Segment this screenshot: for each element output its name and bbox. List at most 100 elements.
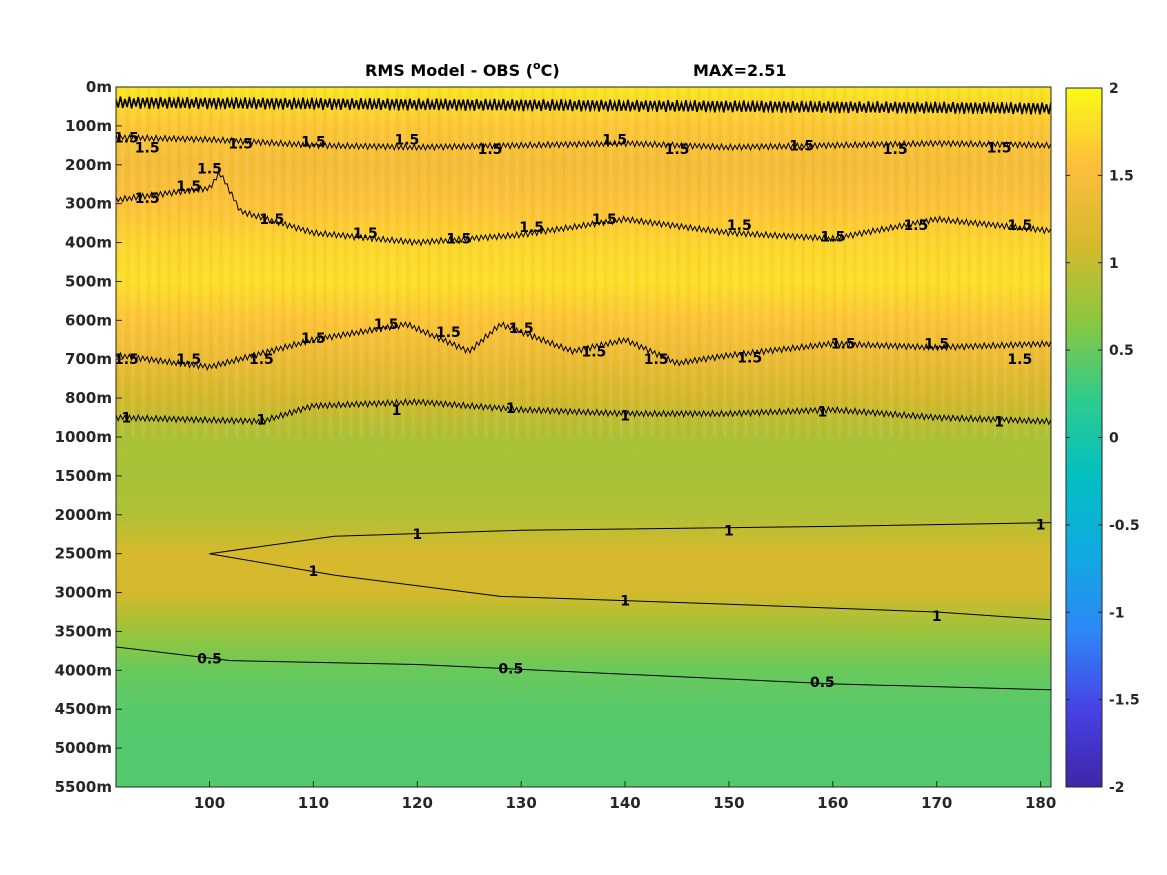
contour-label: 0.5 xyxy=(197,652,222,668)
texture-stripe xyxy=(162,87,166,437)
x-tick-label: 120 xyxy=(402,794,433,812)
texture-stripe xyxy=(635,87,638,437)
texture-stripe xyxy=(619,87,623,437)
texture-stripe xyxy=(708,87,711,437)
texture-stripe xyxy=(869,87,872,437)
texture-stripe xyxy=(718,87,722,437)
contour-label: 1 xyxy=(122,411,132,427)
texture-stripe xyxy=(375,87,379,437)
texture-stripe xyxy=(983,87,986,437)
texture-stripe xyxy=(251,87,254,437)
texture-stripe xyxy=(656,87,659,437)
texture-stripe xyxy=(219,87,223,437)
texture-stripe xyxy=(614,87,618,437)
texture-stripe xyxy=(552,87,555,437)
texture-stripe xyxy=(178,87,181,437)
y-tick-label: 300m xyxy=(65,195,112,213)
texture-stripe xyxy=(136,87,140,437)
texture-stripe xyxy=(230,87,233,437)
texture-stripe xyxy=(417,87,420,437)
contour-label: 1.5 xyxy=(1007,352,1032,368)
texture-stripe xyxy=(993,87,997,437)
texture-stripe xyxy=(469,87,472,437)
y-tick-label: 1500m xyxy=(55,467,112,485)
texture-stripe xyxy=(822,87,825,437)
contour-line xyxy=(116,397,1051,426)
contour-label: 1.5 xyxy=(592,212,617,228)
texture-stripe xyxy=(167,87,171,437)
texture-stripe xyxy=(240,87,244,437)
colorbar-ticks: 2 1.5 1 0.5 0 -0.5 -1 -1.5 -2 xyxy=(1066,81,1140,796)
contour-line xyxy=(209,553,1051,621)
texture-stripe xyxy=(479,87,483,437)
contour-label: 1 xyxy=(392,403,402,419)
texture-stripe xyxy=(386,87,389,437)
texture-stripe xyxy=(500,87,503,437)
texture-stripe xyxy=(131,87,135,437)
texture-stripe xyxy=(344,87,348,437)
texture-stripe xyxy=(947,87,950,437)
contour-label: 1.5 xyxy=(883,142,908,158)
contour-label: 1 xyxy=(1036,518,1046,534)
contour-label: 1.5 xyxy=(176,179,201,195)
texture-stripe xyxy=(396,87,399,437)
texture-stripe xyxy=(116,87,119,437)
texture-stripe xyxy=(199,87,202,437)
texture-stripe xyxy=(775,87,779,437)
contour-label: 1.5 xyxy=(135,191,160,207)
texture-stripe xyxy=(516,87,519,437)
texture-stripe xyxy=(744,87,747,437)
contour-label: 1.5 xyxy=(353,226,378,242)
texture-stripe xyxy=(391,87,394,437)
texture-stripe xyxy=(349,87,353,437)
contour-label: 1.5 xyxy=(1007,218,1032,234)
contour-label: 1.5 xyxy=(737,350,762,366)
texture-stripe xyxy=(567,87,571,437)
texture-stripe xyxy=(438,87,441,437)
contour-label: 1.5 xyxy=(135,140,160,156)
texture-stripe xyxy=(380,87,384,437)
texture-stripe xyxy=(858,87,862,437)
contour-line xyxy=(116,96,1051,115)
texture-stripe xyxy=(599,87,602,437)
texture-stripe xyxy=(671,87,675,437)
texture-stripe xyxy=(604,87,607,437)
chart-title: RMS Model - OBS (oC) xyxy=(365,59,560,80)
contour-label: 1.5 xyxy=(446,232,471,248)
texture-stripe xyxy=(640,87,644,437)
y-tick-label: 3000m xyxy=(55,584,112,602)
colorbar: 2 1.5 1 0.5 0 -0.5 -1 -1.5 -2 xyxy=(1065,81,1140,796)
colorbar-tick-label: 0.5 xyxy=(1109,343,1134,359)
texture-stripe xyxy=(645,87,649,437)
texture-stripe xyxy=(848,87,851,437)
contour-label: 1.5 xyxy=(436,325,461,341)
contour-lines xyxy=(116,96,1051,691)
texture-stripe xyxy=(890,87,893,437)
contour-label: 0.5 xyxy=(498,661,523,677)
y-tick-label: 700m xyxy=(65,350,112,368)
texture-stripe xyxy=(126,87,129,437)
texture-stripe xyxy=(770,87,773,437)
texture-stripe xyxy=(1040,87,1044,437)
texture-stripe xyxy=(1045,87,1049,437)
y-tick-label: 200m xyxy=(65,156,112,174)
y-axis: 0m 100m 200m 300m 400m 500m 600m 700m 800m 1000m 1… xyxy=(55,78,122,796)
contour-label: 1 xyxy=(818,405,828,421)
texture-stripe xyxy=(713,87,716,437)
texture-stripe xyxy=(256,87,259,437)
contour-label: 1.5 xyxy=(509,321,534,337)
colorbar-tick-label: -0.5 xyxy=(1109,518,1140,534)
contour-label: 1 xyxy=(412,527,422,543)
texture-stripe xyxy=(365,87,368,437)
texture-stripe xyxy=(827,87,831,437)
texture-stripe xyxy=(749,87,753,437)
texture-stripe xyxy=(360,87,363,437)
texture-stripe xyxy=(334,87,337,437)
y-tick-label: 5500m xyxy=(55,778,112,796)
texture-stripe xyxy=(682,87,685,437)
texture-stripe xyxy=(962,87,966,437)
y-tick-label: 500m xyxy=(65,272,112,290)
contour-label: 1.5 xyxy=(478,142,503,158)
texture-stripe xyxy=(593,87,597,437)
texture-stripe xyxy=(193,87,197,437)
